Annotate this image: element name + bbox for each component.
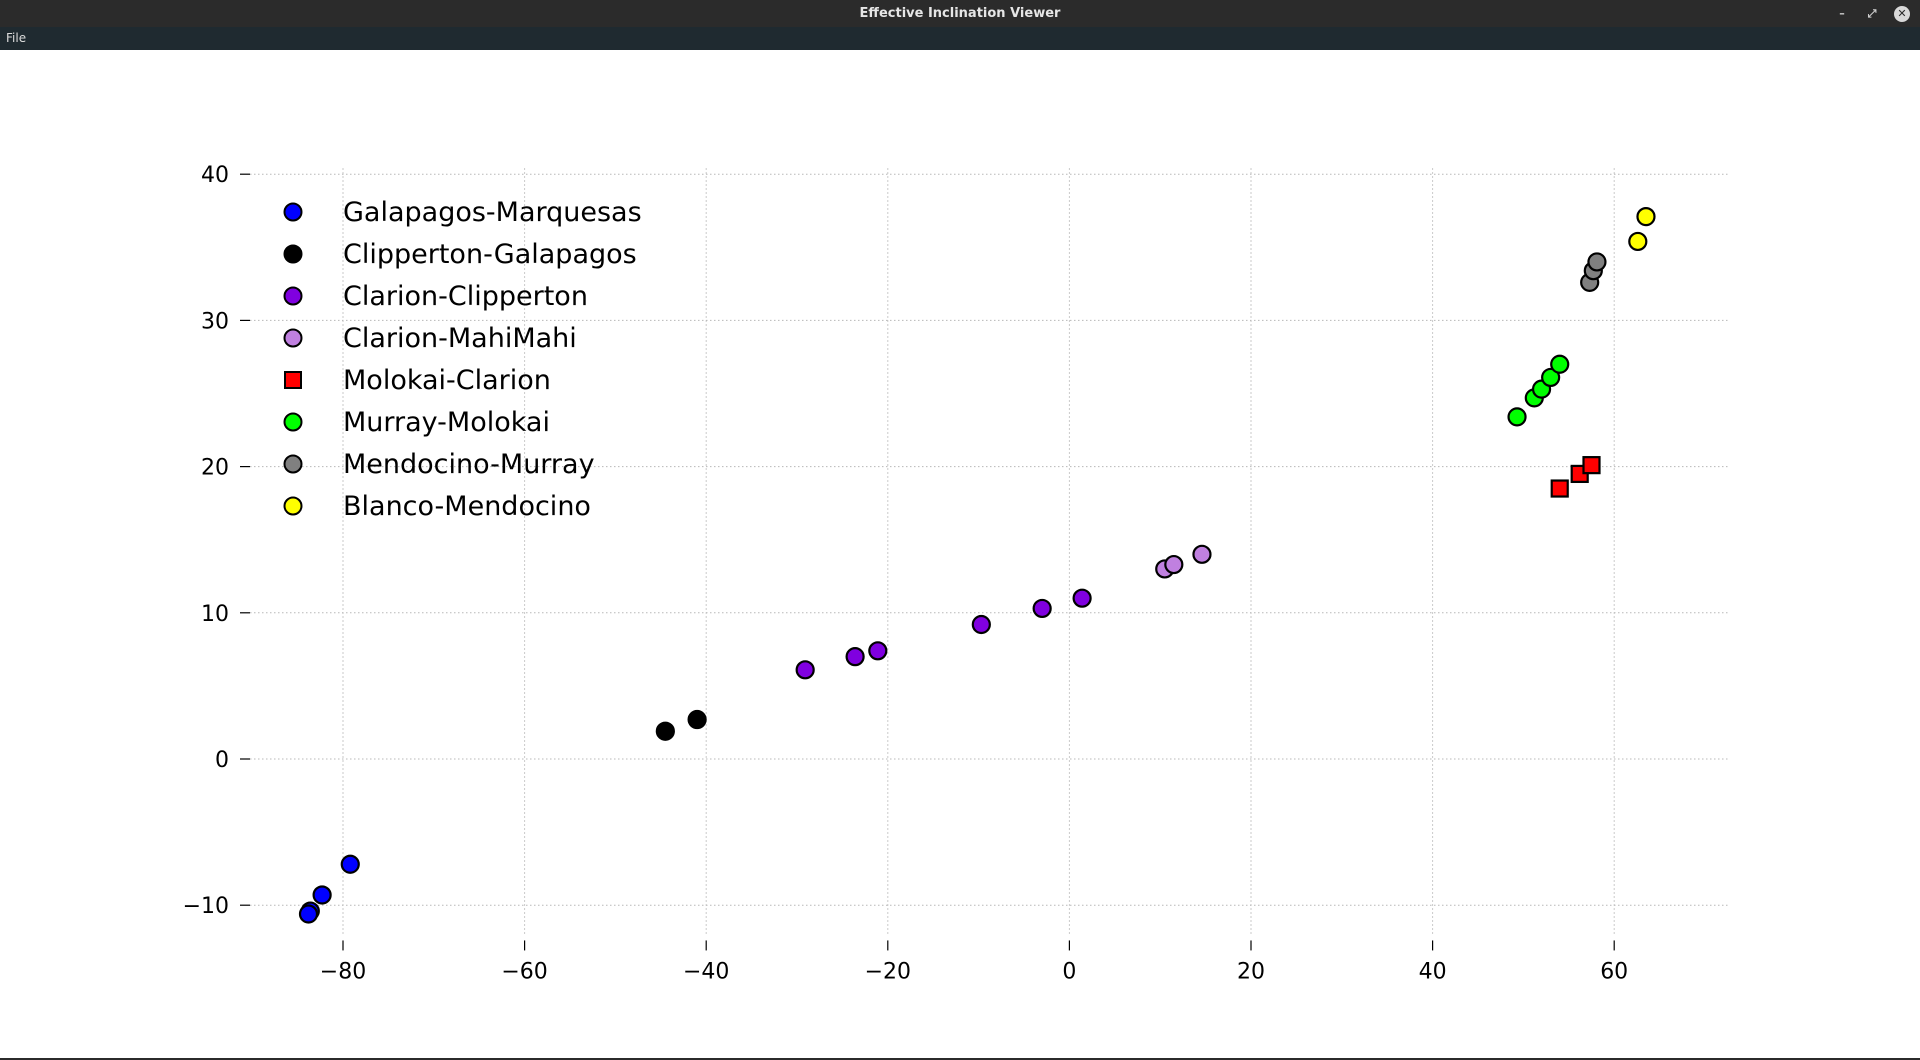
legend-marker bbox=[283, 454, 303, 474]
data-point bbox=[1541, 367, 1561, 388]
legend-label: Clarion-Clipperton bbox=[343, 281, 588, 312]
data-point bbox=[1507, 407, 1527, 427]
data-point bbox=[1582, 456, 1601, 475]
data-point bbox=[1072, 588, 1092, 608]
legend-label: Mendocino-Murray bbox=[343, 449, 595, 480]
legend-marker bbox=[283, 328, 303, 348]
minimize-button[interactable]: – bbox=[1839, 7, 1845, 20]
legend-label: Molokai-Clarion bbox=[343, 365, 551, 396]
data-point bbox=[1628, 231, 1648, 252]
legend-marker bbox=[283, 496, 303, 516]
window-controls: – ⤢ ✕ bbox=[1834, 0, 1910, 27]
x-tick-label: 60 bbox=[1600, 959, 1628, 984]
data-point bbox=[655, 721, 675, 741]
y-tick-label: 20 bbox=[201, 456, 229, 481]
legend-label: Murray-Molokai bbox=[343, 407, 550, 438]
data-point bbox=[1587, 252, 1607, 272]
data-point bbox=[1032, 598, 1052, 619]
window-bottom-border bbox=[0, 1058, 1920, 1060]
y-tick-label: −10 bbox=[183, 894, 229, 919]
x-tick-label: 40 bbox=[1419, 959, 1447, 984]
restore-button[interactable]: ⤢ bbox=[1867, 6, 1877, 20]
close-button[interactable]: ✕ bbox=[1894, 5, 1910, 22]
scatter-plot: −10 0 10 20 30 40 −80 −60 −40 −20 0 20 40 60 Galapagos… bbox=[183, 163, 1728, 984]
data-point bbox=[340, 854, 360, 874]
legend-marker bbox=[283, 202, 303, 222]
legend-label: Blanco-Mendocino bbox=[343, 491, 591, 522]
y-tick-label: 0 bbox=[215, 748, 229, 773]
window-titlebar: Effective Inclination Viewer – ⤢ ✕ bbox=[0, 0, 1920, 27]
y-tick-label: 10 bbox=[201, 602, 229, 627]
data-point bbox=[1636, 206, 1656, 227]
y-tick-label: 30 bbox=[201, 309, 229, 334]
legend-marker bbox=[283, 244, 303, 264]
window-title: Effective Inclination Viewer bbox=[859, 6, 1061, 21]
data-point bbox=[795, 660, 815, 680]
data-point bbox=[1550, 354, 1570, 374]
x-tick-label: −60 bbox=[501, 959, 547, 984]
legend-label: Clarion-MahiMahi bbox=[343, 323, 577, 354]
x-tick-label: −40 bbox=[683, 959, 729, 984]
data-point bbox=[687, 709, 707, 730]
x-tick-label: 20 bbox=[1237, 959, 1265, 984]
menu-bar: File bbox=[0, 27, 1920, 50]
x-tick-label: −80 bbox=[320, 959, 366, 984]
legend-marker bbox=[283, 412, 303, 432]
legend-label: Clipperton-Galapagos bbox=[343, 239, 637, 270]
y-tick-label: 40 bbox=[201, 163, 229, 188]
legend-marker bbox=[283, 286, 303, 306]
data-point bbox=[1192, 544, 1212, 564]
menu-file[interactable]: File bbox=[6, 31, 27, 45]
x-tick-label: −20 bbox=[865, 959, 911, 984]
x-tick-label: 0 bbox=[1062, 959, 1076, 984]
data-point bbox=[298, 904, 319, 924]
data-point bbox=[1550, 479, 1569, 498]
data-point bbox=[312, 885, 332, 905]
legend-marker bbox=[284, 371, 302, 389]
legend-label: Galapagos-Marquesas bbox=[343, 197, 642, 228]
data-point bbox=[868, 641, 888, 661]
data-point bbox=[971, 614, 991, 635]
data-point bbox=[845, 647, 865, 667]
data-point bbox=[1164, 554, 1184, 575]
